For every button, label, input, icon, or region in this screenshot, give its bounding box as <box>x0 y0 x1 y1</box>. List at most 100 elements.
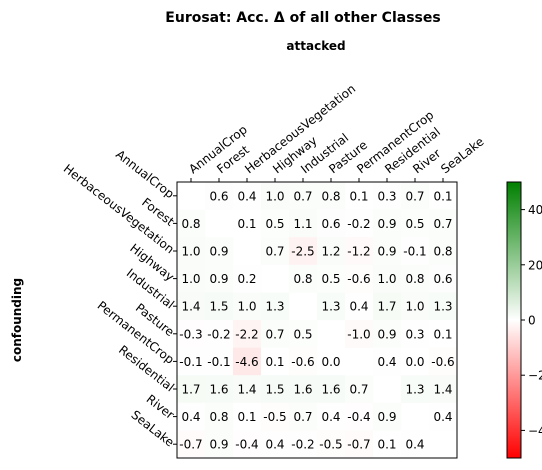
heatmap-cell <box>289 320 318 348</box>
colorbar-ticks: 40 20 0 −20 −40 <box>521 203 542 438</box>
cell-value-label: 0.5 <box>321 272 340 286</box>
cell-value-label: 1.3 <box>265 300 284 314</box>
heatmap-cell <box>401 320 430 348</box>
heatmap-cell <box>429 237 458 266</box>
heatmap-cell <box>345 209 374 238</box>
cell-value-label: 0.9 <box>209 272 228 286</box>
cell-value-label: 0.8 <box>209 410 228 424</box>
cell-value-label: 0.1 <box>433 327 452 341</box>
heatmap-cell <box>317 292 346 321</box>
heatmap-cell <box>177 237 206 266</box>
cell-value-label: 1.6 <box>209 383 228 397</box>
heatmap-cell <box>317 264 346 293</box>
cell-value-label: 1.0 <box>265 189 284 203</box>
cell-value-label: 0.5 <box>265 217 284 231</box>
cell-value-label: -0.6 <box>347 272 370 286</box>
heatmap-cell <box>233 347 262 376</box>
cell-value-label: 1.5 <box>265 383 284 397</box>
x-tick-labels: AnnualCropForestHerbaceousVegetationHigh… <box>186 81 486 182</box>
cell-value-label: 0.9 <box>377 327 396 341</box>
heatmap-cell <box>289 237 318 266</box>
cell-value-label: 0.5 <box>405 217 424 231</box>
cell-value-label: 0.8 <box>433 245 452 259</box>
heatmap-cell <box>261 292 290 321</box>
heatmap-cell <box>233 430 262 459</box>
heatmap-cell <box>233 402 262 431</box>
cell-value-label: 0.1 <box>237 217 256 231</box>
cell-value-label: 0.7 <box>265 245 284 259</box>
heatmap-cell <box>289 347 318 376</box>
cell-value-label: 0.2 <box>237 272 256 286</box>
heatmap-cell <box>345 182 374 210</box>
heatmap-cell <box>317 237 346 266</box>
heatmap-cell <box>373 320 402 348</box>
heatmap-cell <box>205 347 234 376</box>
colorbar-tick-label: 40 <box>528 203 542 217</box>
heatmap-cell <box>373 402 402 431</box>
cell-value-label: -2.2 <box>235 327 258 341</box>
cell-value-label: 0.1 <box>433 189 452 203</box>
cell-value-label: -0.6 <box>431 355 454 369</box>
heatmap-cell <box>345 264 374 293</box>
cell-value-label: 1.6 <box>293 383 312 397</box>
heatmap-cell <box>177 292 206 321</box>
heatmap-cell <box>345 292 374 321</box>
cell-value-label: 1.0 <box>237 300 256 314</box>
cell-value-label: -0.1 <box>179 355 202 369</box>
heatmap-cell <box>429 375 458 404</box>
heatmap-cell <box>205 264 234 293</box>
heatmap-cell <box>289 402 318 431</box>
heatmap-cell <box>233 209 262 238</box>
cell-value-label: 1.3 <box>405 383 424 397</box>
cell-value-label: 1.3 <box>321 300 340 314</box>
colorbar <box>506 181 522 459</box>
cell-value-label: 0.7 <box>293 410 312 424</box>
cell-value-label: 0.4 <box>181 410 200 424</box>
cell-value-label: 1.4 <box>237 383 256 397</box>
heatmap-cell <box>233 264 262 293</box>
heatmap-cell <box>429 347 458 376</box>
cell-value-label: 0.1 <box>237 410 256 424</box>
cell-value-labels: 0.6 0.4 1.0 0.7 0.8 0.1 0.3 0.7 0.1 0.8 0.1 0.5 1.1 0… <box>179 189 454 451</box>
heatmap-cell <box>429 402 458 431</box>
heatmap-cell <box>317 347 346 376</box>
cell-value-label: 0.4 <box>405 438 424 452</box>
heatmap-cell <box>177 264 206 293</box>
heatmap-cell <box>429 209 458 238</box>
cell-value-label: 1.0 <box>377 272 396 286</box>
heatmap-cell <box>289 264 318 293</box>
heatmap-cell <box>233 182 262 210</box>
cell-value-label: 1.0 <box>405 300 424 314</box>
heatmap-cell <box>401 292 430 321</box>
heatmap-cell <box>401 182 430 210</box>
cell-value-label: -0.4 <box>235 438 258 452</box>
heatmap-cell <box>205 182 234 210</box>
heatmap-cell <box>317 430 346 459</box>
cell-value-label: 0.7 <box>293 189 312 203</box>
cell-value-label: 1.4 <box>181 300 200 314</box>
heatmap-cell <box>205 320 234 348</box>
heatmap-cells <box>177 182 458 459</box>
cell-value-label: 0.6 <box>433 272 452 286</box>
cell-value-label: 0.7 <box>349 383 368 397</box>
y-axis-label: confounding <box>10 278 24 362</box>
cell-value-label: 0.8 <box>181 217 200 231</box>
cell-value-label: 1.1 <box>293 217 312 231</box>
cell-value-label: 0.6 <box>209 189 228 203</box>
heatmap-cell <box>429 182 458 210</box>
heatmap-cell <box>289 182 318 210</box>
cell-value-label: 0.3 <box>377 189 396 203</box>
heatmap-cell <box>261 209 290 238</box>
heatmap-cell <box>401 375 430 404</box>
cell-value-label: 0.4 <box>433 410 452 424</box>
cell-value-label: 0.1 <box>377 438 396 452</box>
cell-value-label: 0.9 <box>377 410 396 424</box>
heatmap-cell <box>177 430 206 459</box>
heatmap-cell <box>345 320 374 348</box>
cell-value-label: -0.4 <box>347 410 370 424</box>
heatmap-cell <box>401 209 430 238</box>
heatmap-cell <box>261 402 290 431</box>
heatmap-cell <box>373 237 402 266</box>
cell-value-label: 0.7 <box>433 217 452 231</box>
